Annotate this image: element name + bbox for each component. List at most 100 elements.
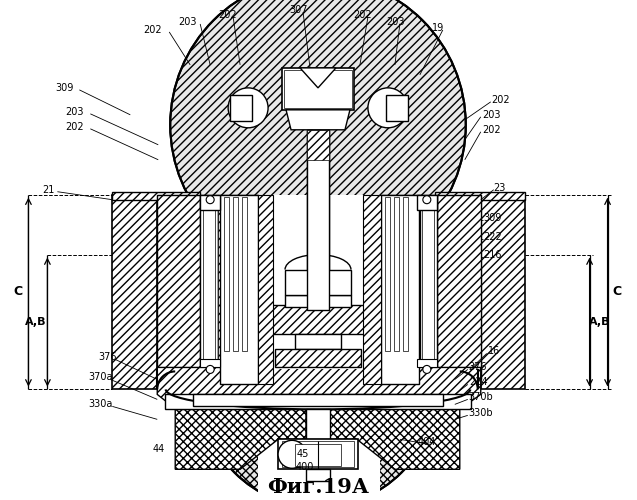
Text: 222: 222 (483, 232, 503, 241)
Bar (419, 194, 437, 374)
Bar (258, 194, 380, 500)
Bar (307, 130, 329, 310)
Text: 202: 202 (66, 122, 84, 132)
Bar (218, 194, 228, 380)
Bar (230, 198, 234, 358)
Bar (284, 70, 352, 108)
Circle shape (368, 88, 408, 128)
Text: A,B: A,B (25, 316, 46, 326)
Bar (218, 194, 258, 380)
Text: 400: 400 (296, 462, 315, 472)
Bar (233, 196, 238, 352)
Text: 16: 16 (488, 346, 500, 356)
Text: 45: 45 (297, 450, 310, 460)
Text: 202: 202 (143, 25, 162, 35)
Bar (363, 194, 381, 384)
Polygon shape (112, 192, 200, 200)
Bar (392, 198, 396, 358)
Bar (230, 95, 252, 121)
Polygon shape (307, 130, 329, 160)
Bar (200, 194, 220, 210)
Text: Фиг.19А: Фиг.19А (267, 478, 369, 498)
Polygon shape (157, 194, 200, 374)
Text: 23: 23 (494, 182, 506, 192)
Text: A,B: A,B (589, 316, 610, 326)
Circle shape (200, 272, 436, 500)
Bar (222, 198, 226, 358)
Bar (306, 470, 330, 482)
Bar (295, 444, 341, 466)
Text: C: C (612, 285, 621, 298)
Bar (295, 334, 341, 349)
Bar (242, 196, 247, 352)
Text: 309: 309 (55, 83, 74, 93)
Bar (403, 196, 408, 352)
Text: 330b: 330b (469, 408, 494, 418)
Text: 370b: 370b (469, 392, 494, 402)
Polygon shape (330, 410, 460, 470)
Bar (384, 198, 388, 358)
Polygon shape (418, 194, 481, 380)
Bar (394, 196, 399, 352)
Bar (268, 304, 368, 334)
Bar (238, 198, 242, 358)
Polygon shape (435, 192, 525, 200)
Bar (306, 410, 330, 440)
Bar (381, 194, 419, 384)
Text: 376: 376 (469, 362, 487, 372)
Bar (112, 194, 524, 390)
Bar (385, 196, 390, 352)
Bar (408, 198, 412, 358)
Circle shape (228, 88, 268, 128)
Bar (417, 360, 437, 368)
Bar (285, 294, 351, 306)
Bar (200, 360, 220, 368)
Circle shape (170, 0, 466, 272)
Bar (203, 200, 215, 370)
Polygon shape (175, 410, 306, 470)
Bar (278, 440, 358, 470)
Text: 307: 307 (289, 5, 308, 15)
Polygon shape (437, 194, 481, 380)
Circle shape (423, 366, 431, 374)
Text: 44: 44 (152, 444, 164, 454)
Bar (422, 200, 434, 370)
Text: 376: 376 (98, 352, 117, 362)
Polygon shape (157, 368, 481, 410)
Bar (224, 196, 229, 352)
Bar (246, 198, 250, 358)
Bar (165, 394, 471, 409)
Polygon shape (157, 194, 218, 380)
Bar (400, 198, 404, 358)
Text: 203: 203 (482, 110, 500, 120)
Text: 309: 309 (483, 212, 502, 222)
Polygon shape (285, 270, 351, 294)
Text: C: C (13, 285, 22, 298)
Text: 203: 203 (66, 107, 84, 117)
Polygon shape (481, 194, 525, 390)
Text: 203: 203 (178, 17, 197, 27)
Bar (258, 194, 380, 370)
Circle shape (206, 366, 214, 374)
Bar (282, 442, 354, 468)
Bar (386, 95, 408, 121)
Bar (200, 194, 218, 374)
Circle shape (278, 440, 306, 468)
Text: 202: 202 (353, 10, 371, 20)
Text: 216: 216 (483, 250, 502, 260)
Bar (307, 130, 329, 310)
Text: 202: 202 (492, 95, 510, 105)
Polygon shape (300, 68, 336, 88)
Polygon shape (112, 194, 157, 390)
Polygon shape (286, 110, 350, 130)
Text: 203: 203 (386, 17, 404, 27)
Circle shape (423, 196, 431, 203)
Bar (258, 194, 273, 384)
Bar (220, 194, 258, 384)
Text: 370a: 370a (89, 372, 113, 382)
Circle shape (206, 196, 214, 203)
Text: 404: 404 (418, 438, 436, 448)
Bar (275, 350, 361, 368)
Text: 202: 202 (218, 10, 237, 20)
Text: 330a: 330a (89, 400, 113, 409)
